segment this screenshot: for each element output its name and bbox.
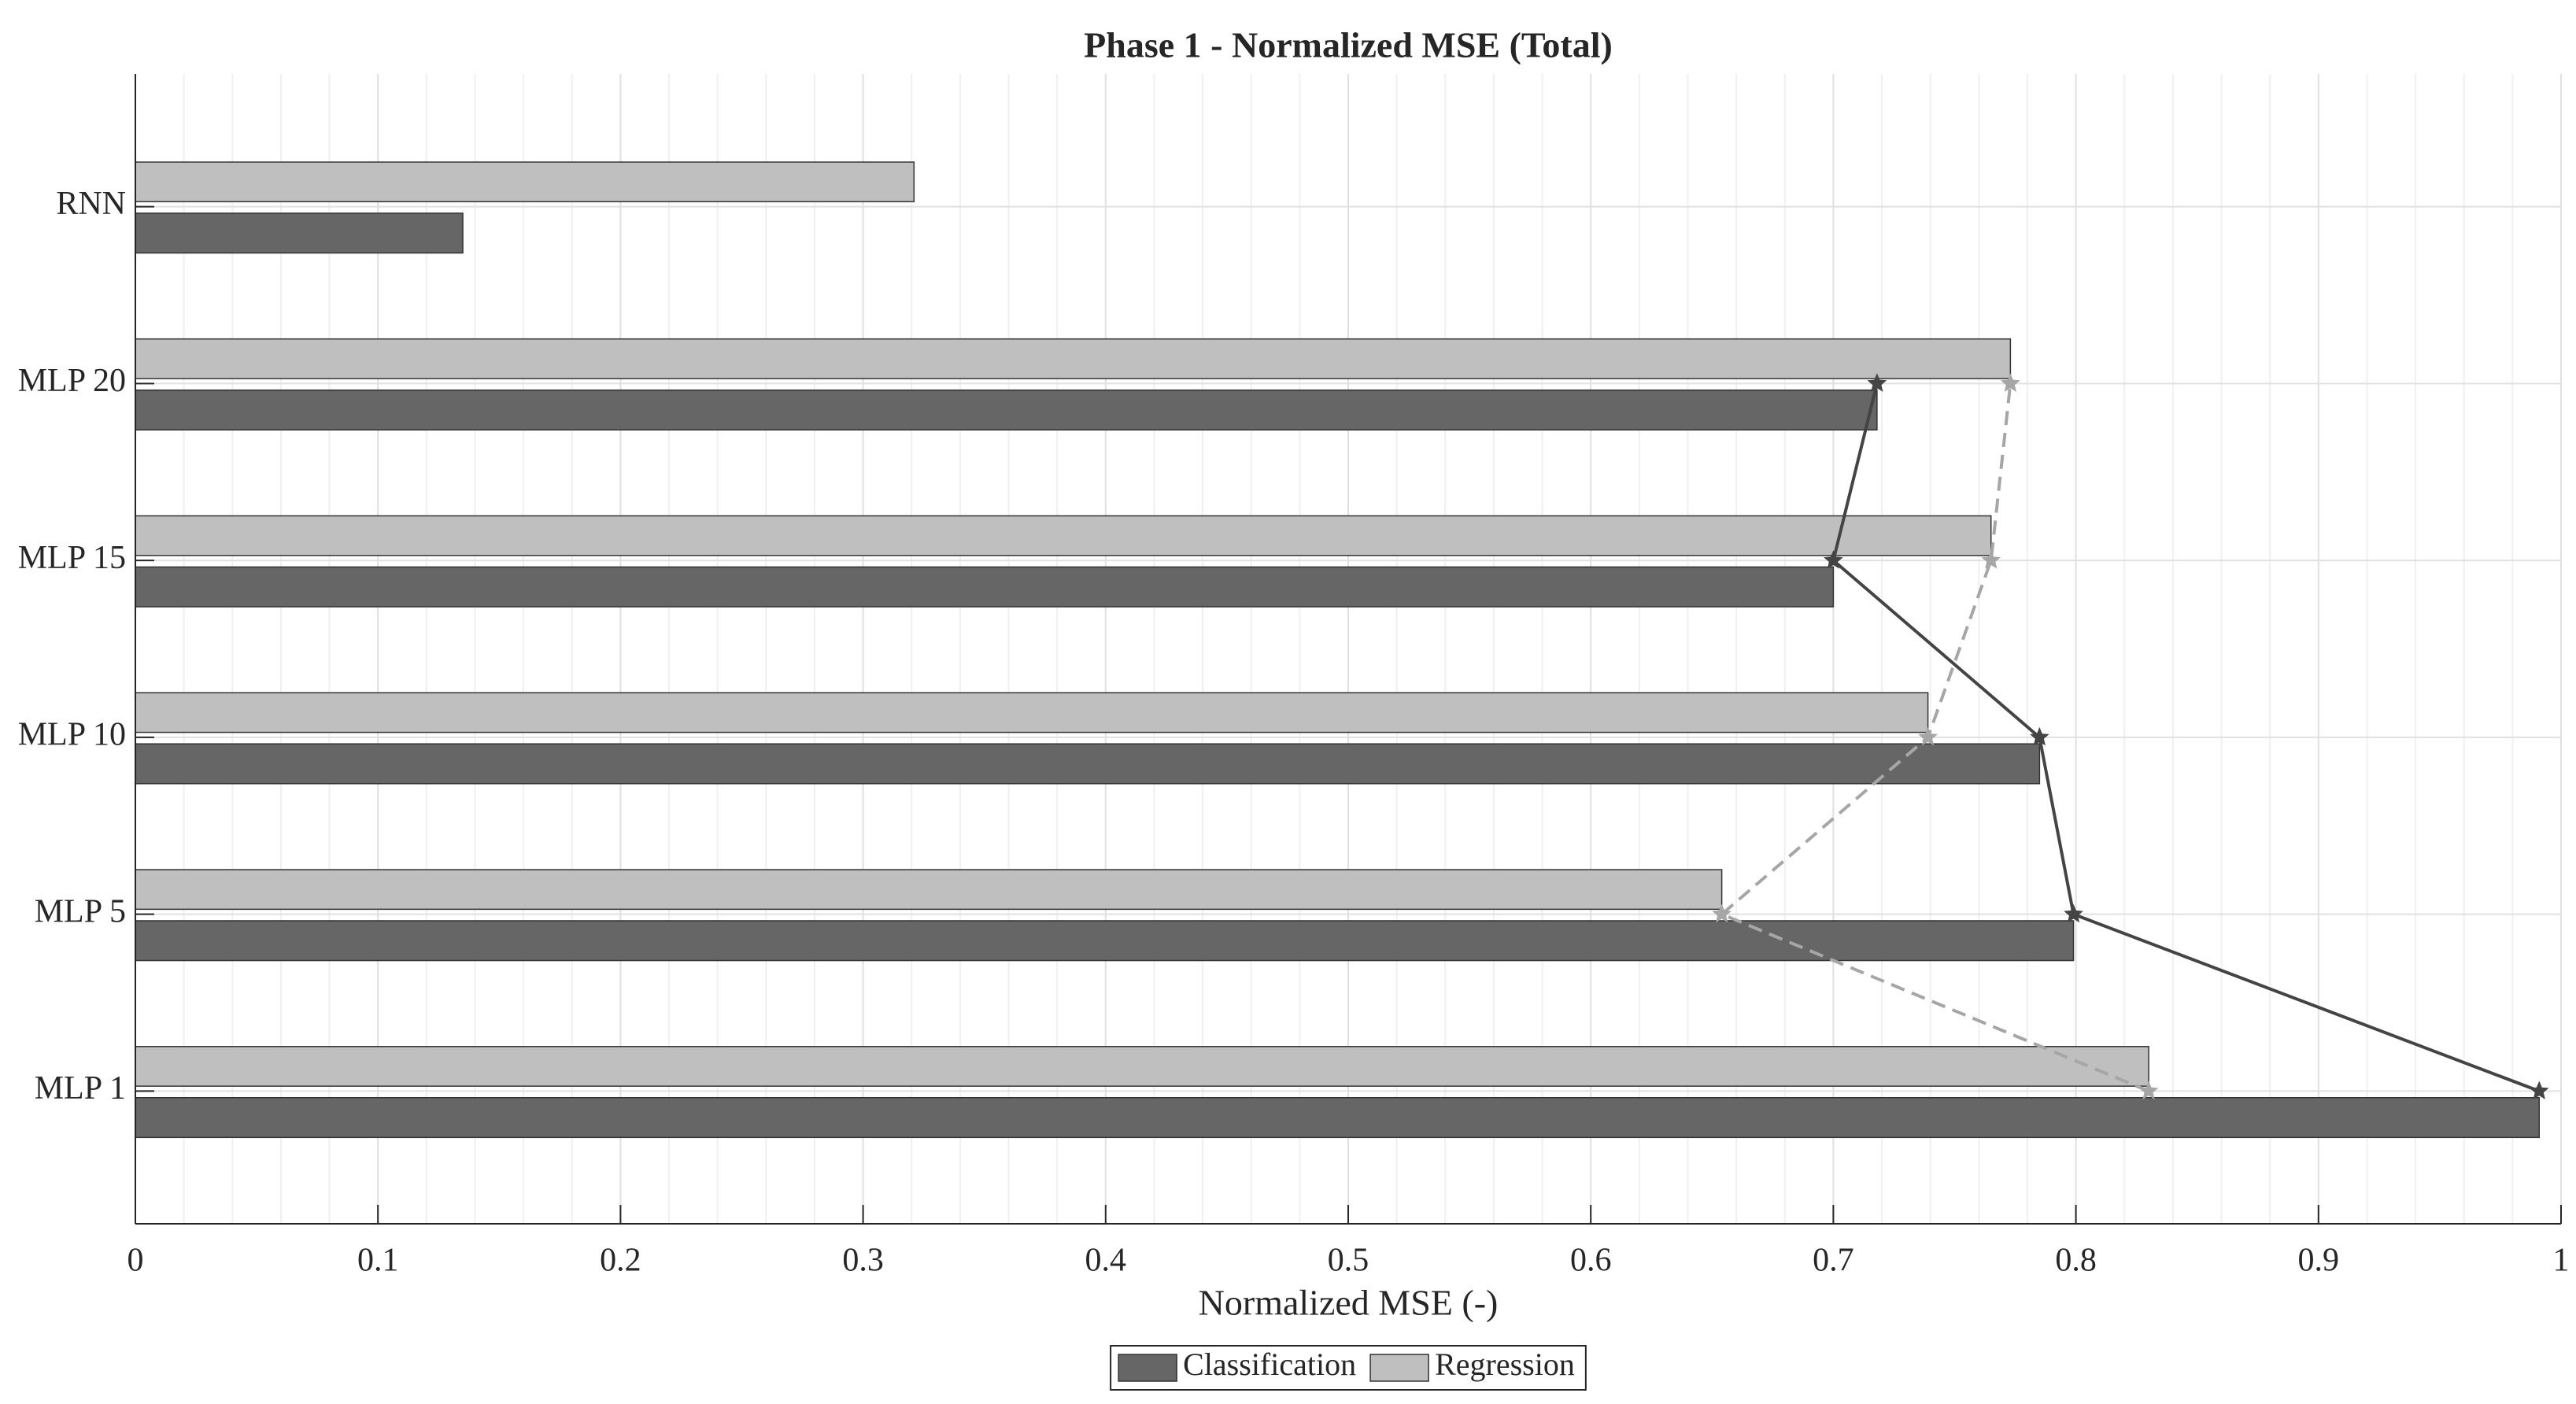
marker bbox=[1824, 550, 1843, 569]
legend-swatch bbox=[1369, 1354, 1429, 1382]
legend-box bbox=[1110, 1345, 1587, 1391]
bar bbox=[135, 1096, 2541, 1139]
x-tick-label: 0.1 bbox=[357, 1243, 399, 1279]
y-tick-label: MLP 20 bbox=[18, 363, 126, 399]
x-tick-label: 0.7 bbox=[1813, 1243, 1854, 1279]
marker bbox=[2001, 373, 2020, 392]
x-tick-label: 0 bbox=[128, 1243, 144, 1279]
x-tick-label: 0.6 bbox=[1570, 1243, 1612, 1279]
marker bbox=[1981, 550, 2001, 569]
x-axis-label: Normalized MSE (-) bbox=[1199, 1283, 1499, 1323]
marker bbox=[2529, 1081, 2549, 1099]
chart-title: Phase 1 - Normalized MSE (Total) bbox=[1084, 25, 1613, 65]
x-tick-label: 0.8 bbox=[2055, 1243, 2097, 1279]
bar bbox=[135, 389, 1878, 430]
x-tick-label: 0.4 bbox=[1085, 1243, 1127, 1279]
marker bbox=[1867, 373, 1887, 392]
bar bbox=[135, 743, 2041, 785]
y-tick-label: MLP 5 bbox=[35, 893, 126, 929]
legend: Classification Regression bbox=[1110, 1345, 1587, 1391]
bar bbox=[135, 1046, 2149, 1087]
bar bbox=[135, 212, 464, 254]
marker bbox=[1918, 726, 1938, 746]
x-tick-label: 1 bbox=[2553, 1243, 2570, 1279]
bar bbox=[135, 920, 2075, 962]
marker bbox=[1712, 903, 1732, 923]
x-tick-label: 0.2 bbox=[600, 1243, 641, 1279]
legend-label: Classification bbox=[1183, 1347, 1356, 1382]
marker bbox=[2064, 903, 2083, 923]
bar bbox=[135, 161, 915, 203]
y-tick-label: MLP 15 bbox=[18, 540, 126, 576]
marker bbox=[2138, 1081, 2159, 1099]
marker bbox=[2030, 726, 2049, 746]
x-tick-label: 0.5 bbox=[1328, 1243, 1369, 1279]
y-tick-label: MLP 10 bbox=[18, 717, 126, 753]
y-tick-label: RNN bbox=[56, 186, 126, 222]
legend-swatch bbox=[1118, 1354, 1177, 1382]
bar bbox=[135, 869, 1723, 911]
legend-label: Regression bbox=[1435, 1347, 1575, 1382]
bar bbox=[135, 515, 1992, 556]
y-tick-label: MLP 1 bbox=[35, 1070, 126, 1107]
bar bbox=[135, 566, 1835, 608]
x-tick-label: 0.9 bbox=[2298, 1243, 2340, 1279]
bar bbox=[135, 338, 2012, 379]
x-tick-label: 0.3 bbox=[842, 1243, 884, 1279]
bar bbox=[135, 692, 1929, 733]
